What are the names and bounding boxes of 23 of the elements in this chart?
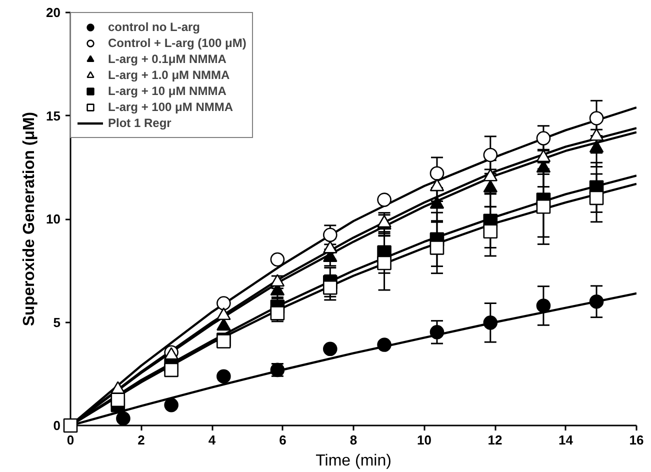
legend-label: L-arg + 1.0 μM NMMA bbox=[108, 67, 230, 83]
legend-label: Control + L-arg (100 μM) bbox=[108, 35, 246, 51]
y-axis-title: Superoxide Generation (μM) bbox=[21, 112, 38, 326]
x-tick-label: 10 bbox=[417, 432, 432, 448]
x-tick-label: 2 bbox=[138, 432, 145, 448]
x-axis-title: Time (min) bbox=[316, 452, 392, 470]
x-tick-label: 4 bbox=[208, 432, 216, 448]
x-tick-label: 12 bbox=[488, 432, 502, 448]
x-tick-label: 16 bbox=[629, 432, 644, 448]
x-tick-label: 8 bbox=[350, 432, 358, 448]
x-tick-label: 0 bbox=[66, 432, 74, 448]
y-tick-label: 15 bbox=[46, 108, 61, 124]
legend-label: Plot 1 Regr bbox=[108, 115, 172, 131]
legend-label: L-arg + 0.1μM NMMA bbox=[108, 51, 226, 67]
x-tick-label: 6 bbox=[279, 432, 286, 448]
y-tick-label: 20 bbox=[46, 5, 61, 20]
legend-label: control no L-arg bbox=[108, 19, 200, 35]
x-tick-label: 14 bbox=[558, 432, 574, 448]
legend-label: L-arg + 100 μM NMMA bbox=[108, 99, 234, 115]
y-tick-label: 10 bbox=[46, 212, 61, 226]
y-tick-label: 0 bbox=[53, 418, 61, 433]
y-tick-label: 5 bbox=[53, 314, 61, 330]
legend-label: L-arg + 10 μM NMMA bbox=[108, 83, 226, 99]
